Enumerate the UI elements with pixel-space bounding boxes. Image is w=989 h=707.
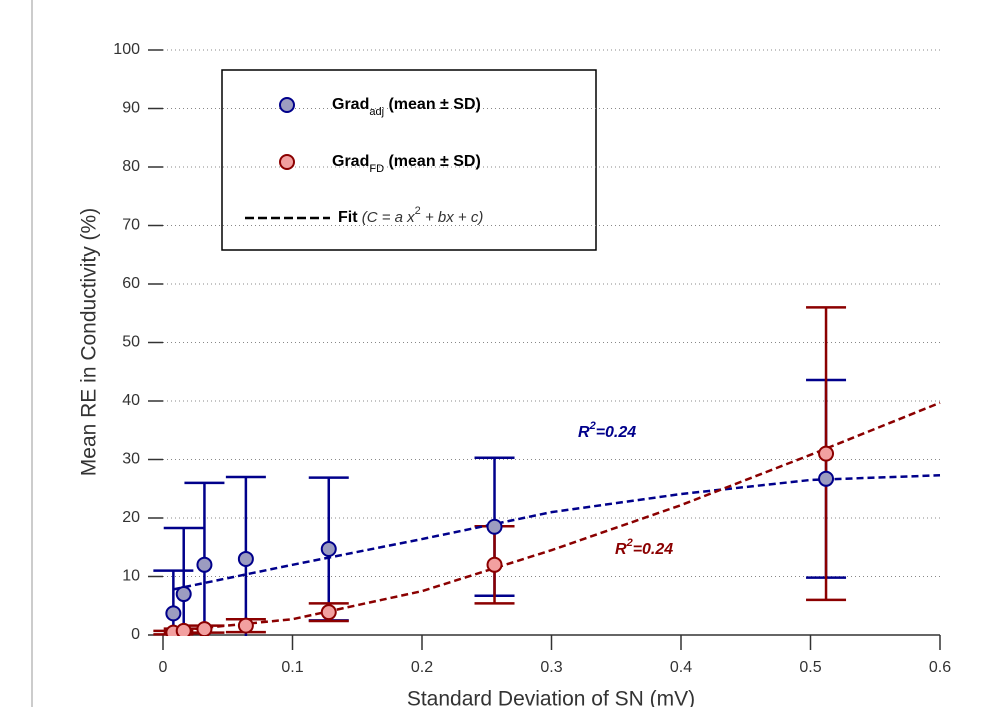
legend-name: Grad xyxy=(332,96,369,113)
annotation-base: R xyxy=(578,424,590,441)
y-tick-label: 0 xyxy=(131,626,140,643)
x-tick-label: 0.5 xyxy=(799,659,821,676)
x-tick-label: 0.3 xyxy=(540,659,562,676)
fit-tail: + bx + c) xyxy=(421,209,484,226)
marker xyxy=(818,470,835,487)
marker xyxy=(175,586,192,603)
x-tick-label: 0.1 xyxy=(281,659,303,676)
y-tick-label: 80 xyxy=(122,158,140,175)
annotation-tail: =0.24 xyxy=(633,541,674,558)
fit-line xyxy=(173,474,941,591)
marker xyxy=(175,622,192,636)
y-tick-label: 40 xyxy=(122,392,140,409)
x-tick-label: 0.6 xyxy=(929,659,951,676)
y-tick-label: 100 xyxy=(113,41,140,58)
y-tick-label: 20 xyxy=(122,509,140,526)
marker xyxy=(237,550,254,567)
legend-marker xyxy=(279,97,295,113)
legend-name-tail: (mean ± SD) xyxy=(384,96,481,113)
annotation-base: R xyxy=(615,541,627,558)
y-axis-label: Mean RE in Conductivity (%) xyxy=(78,208,101,476)
annotation-sup: 2 xyxy=(626,537,633,549)
legend-name: Grad xyxy=(332,153,369,170)
marker xyxy=(320,541,337,558)
legend-name-sub: adj xyxy=(369,106,384,118)
legend-name-tail: (mean ± SD) xyxy=(384,153,481,170)
y-tick-label: 60 xyxy=(122,275,140,292)
marker xyxy=(818,445,835,462)
legend-label: Gradadj (mean ± SD) xyxy=(332,96,481,118)
y-tick-label: 10 xyxy=(122,568,140,585)
annotation-sup: 2 xyxy=(589,420,596,432)
fit-line xyxy=(173,401,941,633)
y-tick-label: 30 xyxy=(122,451,140,468)
plot-area xyxy=(153,306,941,636)
legend-label: GradFD (mean ± SD) xyxy=(332,153,481,175)
x-tick-label: 0.4 xyxy=(670,659,692,676)
y-tick-label: 50 xyxy=(122,334,140,351)
y-tick-label: 90 xyxy=(122,100,140,117)
y-tick-label: 70 xyxy=(122,217,140,234)
x-tick-label: 0 xyxy=(159,659,168,676)
marker xyxy=(486,518,503,535)
marker xyxy=(165,605,182,622)
annotation: R2=0.24 xyxy=(615,537,673,558)
fit-bold: Fit xyxy=(338,209,358,226)
marker xyxy=(237,617,254,634)
fit-italic: (C = a x xyxy=(358,209,416,226)
x-tick-label: 0.2 xyxy=(411,659,433,676)
legend-marker xyxy=(279,154,295,170)
annotation: R2=0.24 xyxy=(578,420,636,441)
marker xyxy=(196,621,213,636)
marker xyxy=(486,556,503,573)
legend-name-sub: FD xyxy=(369,163,384,175)
annotation-tail: =0.24 xyxy=(596,424,637,441)
marker xyxy=(196,556,213,573)
fit-sup: 2 xyxy=(415,205,421,217)
legend-label: Fit (C = a x2 + bx + c) xyxy=(338,205,483,226)
marker xyxy=(320,604,337,621)
x-axis-label: Standard Deviation of SN (mV) xyxy=(407,688,695,707)
